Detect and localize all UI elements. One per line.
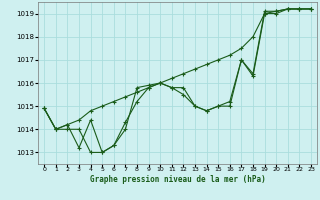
X-axis label: Graphe pression niveau de la mer (hPa): Graphe pression niveau de la mer (hPa) bbox=[90, 175, 266, 184]
